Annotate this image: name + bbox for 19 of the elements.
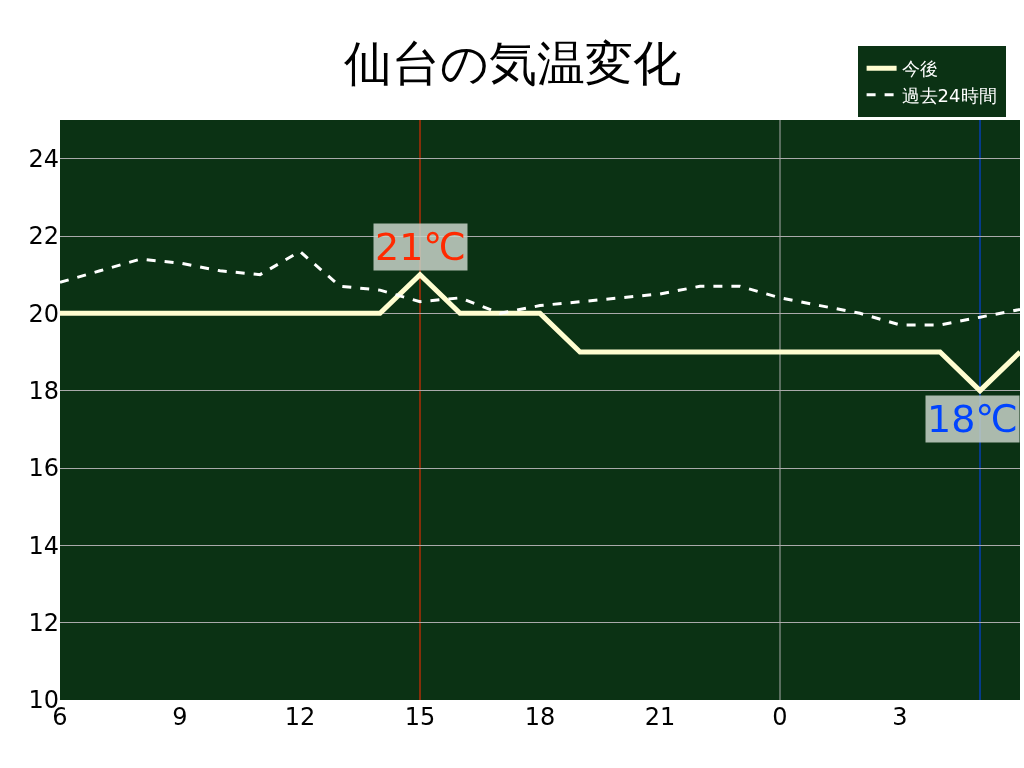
chart-title: 仙台の気温変化 [343, 34, 681, 91]
y-tick-label: 16 [28, 454, 59, 483]
x-tick-label: 9 [172, 703, 188, 731]
y-tick-label: 24 [28, 145, 59, 174]
legend-label: 過去24時間 [901, 84, 997, 106]
annotation: 21℃ [375, 225, 467, 269]
y-tick-label: 20 [28, 299, 59, 328]
legend-label: 今後 [901, 58, 938, 80]
x-tick-label: 21 [644, 703, 676, 731]
x-tick-label: 0 [772, 703, 788, 731]
annotation: 18℃ [927, 397, 1019, 441]
y-tick-label: 12 [28, 609, 59, 638]
y-tick-label: 18 [28, 377, 59, 406]
x-tick-label: 3 [892, 703, 908, 731]
x-tick-label: 12 [284, 703, 316, 731]
y-tick-label: 14 [28, 531, 59, 560]
x-tick-label: 18 [524, 703, 556, 731]
y-tick-label: 22 [28, 222, 59, 251]
x-tick-label: 15 [404, 703, 436, 731]
